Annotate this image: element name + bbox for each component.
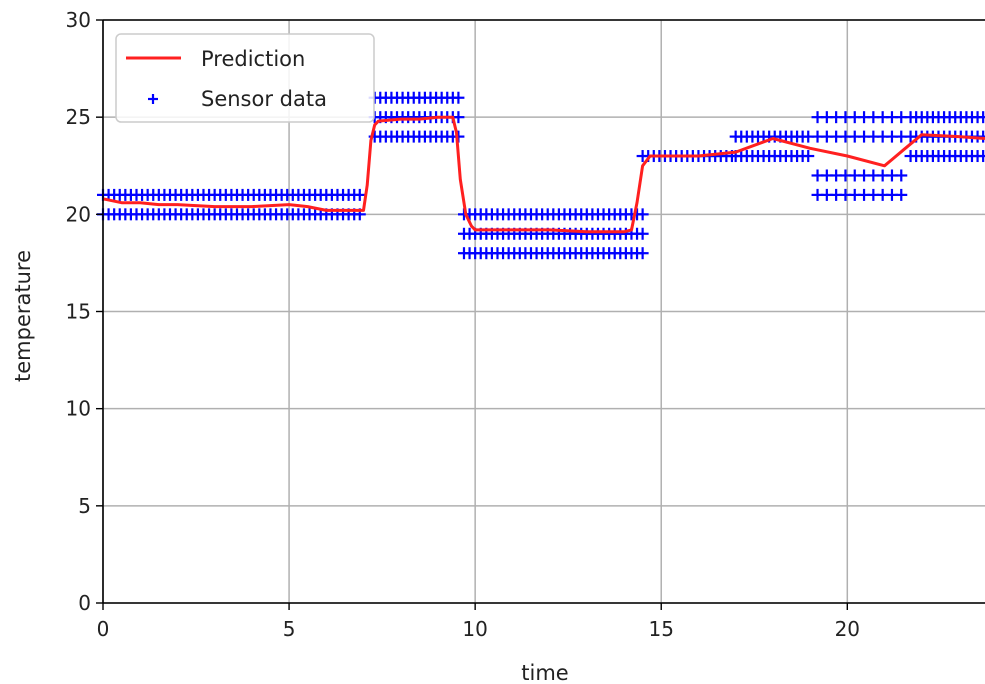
y-tick-label: 25: [66, 105, 91, 129]
legend-sensor-label: Sensor data: [201, 87, 327, 111]
sensor-point: [895, 169, 908, 182]
y-tick-label: 15: [66, 300, 91, 324]
x-axis-label: time: [521, 661, 568, 684]
x-tick-label: 15: [649, 617, 674, 641]
axes: [96, 19, 985, 610]
x-tick-label: 5: [283, 617, 296, 641]
sensor-point: [636, 227, 649, 240]
sensor-data-series: [97, 91, 985, 260]
tick-labels: 0 5 10 15 20 0 5 10 15 20 25 30: [66, 8, 860, 641]
y-tick-label: 10: [66, 397, 91, 421]
x-tick-label: 0: [97, 617, 110, 641]
sensor-point: [452, 111, 465, 124]
legend: Prediction Sensor data: [115, 33, 375, 123]
sensor-point: [636, 247, 649, 260]
prediction-series: [102, 115, 985, 234]
x-tick-label: 20: [835, 617, 860, 641]
sensor-point: [452, 91, 465, 104]
legend-sensor-marker: [148, 94, 158, 104]
legend-prediction-label: Prediction: [201, 47, 305, 71]
y-tick-label: 30: [66, 8, 91, 32]
y-tick-label: 5: [78, 494, 91, 518]
legend-frame: [115, 33, 375, 123]
y-tick-label: 20: [66, 202, 91, 226]
sensor-point: [353, 188, 366, 201]
y-tick-label: 0: [78, 591, 91, 615]
prediction-line: [102, 115, 985, 234]
sensor-point: [977, 150, 985, 163]
x-tick-label: 10: [462, 617, 487, 641]
sensor-point: [977, 111, 985, 124]
sensor-point: [895, 188, 908, 201]
y-axis-label: temperature: [11, 250, 35, 382]
sensor-point: [802, 150, 815, 163]
sensor-point: [636, 208, 649, 221]
